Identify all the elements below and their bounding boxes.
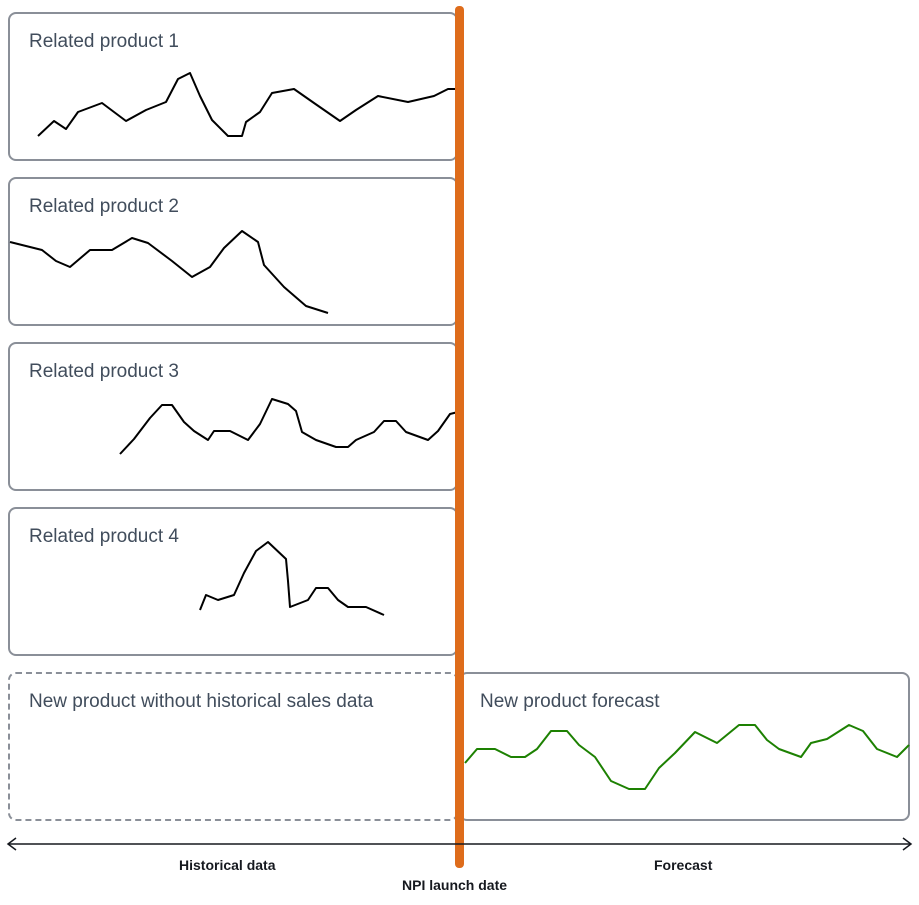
related-product-4-sparkline — [199, 541, 385, 616]
npi-launch-date-label: NPI launch date — [402, 877, 508, 893]
related-product-3-panel: Related product 3 — [8, 342, 459, 491]
related-product-2-panel: Related product 2 — [8, 177, 458, 326]
forecast-label: Forecast — [654, 857, 713, 873]
new-product-forecast-sparkline — [464, 724, 910, 790]
related-product-4-panel: Related product 4 — [8, 507, 458, 656]
related-product-1-sparkline — [37, 72, 460, 137]
panel-title: Related product 4 — [29, 526, 179, 547]
timeline-axis — [6, 837, 913, 851]
new-product-history-panel: New product without historical sales dat… — [8, 672, 458, 821]
related-product-1-panel: Related product 1 — [8, 12, 460, 161]
related-product-2-sparkline — [9, 230, 329, 314]
panel-title: Related product 3 — [29, 361, 179, 382]
related-product-3-sparkline — [119, 398, 459, 455]
npi-launch-divider — [455, 6, 464, 868]
panel-title: Related product 2 — [29, 196, 179, 217]
panel-title: New product forecast — [480, 691, 660, 712]
panel-title: Related product 1 — [29, 31, 179, 52]
panel-title: New product without historical sales dat… — [29, 691, 374, 712]
historical-data-label: Historical data — [179, 857, 276, 873]
new-product-forecast-panel: New product forecast — [459, 672, 910, 821]
